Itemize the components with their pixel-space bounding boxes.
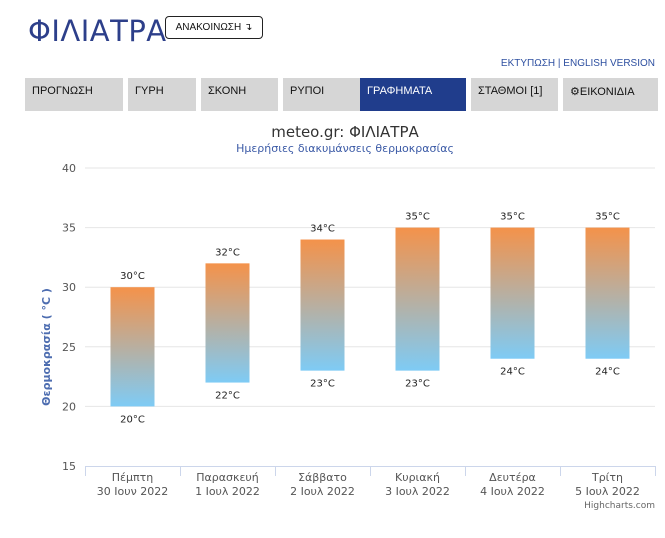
- english-version-link[interactable]: ENGLISH VERSION: [563, 58, 655, 69]
- high-temp-label: 30°C: [120, 271, 145, 282]
- x-tick-day-label: Παρασκευή: [196, 471, 259, 484]
- main-nav: ΠΡΟΓΝΩΣΗ ΓΥΡΗ ΣΚΟΝΗ ΡΥΠΟΙ ΓΡΑΦΗΜΑΤΑ ΣΤΑΘ…: [25, 78, 665, 111]
- x-tick-date-label: 2 Ιουλ 2022: [290, 485, 355, 498]
- y-tick-label: 20: [62, 400, 76, 413]
- low-temp-label: 24°C: [595, 367, 620, 378]
- low-temp-label: 23°C: [310, 379, 335, 390]
- tab-charts[interactable]: ΓΡΑΦΗΜΑΤΑ: [360, 78, 466, 111]
- highcharts-credits[interactable]: Highcharts.com: [584, 501, 655, 511]
- y-axis-title: Θερμοκρασία ( °C ): [40, 288, 53, 406]
- x-tick-day-label: Πέμπτη: [112, 471, 153, 484]
- y-axis-ticks: 15 20 25 30 35 40: [62, 162, 76, 473]
- city-title: ΦΙΛΙΑΤΡΑ: [28, 14, 167, 48]
- tab-stations[interactable]: ΣΤΑΘΜΟΙ [1]: [471, 78, 558, 111]
- y-tick-label: 35: [62, 222, 76, 235]
- x-tick-date-label: 3 Ιουλ 2022: [385, 485, 450, 498]
- tab-forecast[interactable]: ΠΡΟΓΝΩΣΗ: [25, 78, 123, 111]
- temperature-range-bar: [585, 227, 630, 359]
- low-temp-label: 22°C: [215, 391, 240, 402]
- high-temp-label: 35°C: [405, 212, 430, 223]
- link-separator: |: [555, 58, 564, 69]
- y-tick-label: 15: [62, 460, 76, 473]
- high-temp-label: 32°C: [215, 247, 240, 258]
- x-tick-day-label: Τρίτη: [591, 471, 623, 484]
- high-temp-label: 35°C: [500, 212, 525, 223]
- tab-widgets[interactable]: ⚙ΕΙΚΟΝΙΔΙΑ: [563, 78, 658, 111]
- chart-subtitle: Ημερήσιες διακυμάνσεις θερμοκρασίας: [236, 142, 454, 155]
- bar-series: 30°C 20°C 32°C 22°C 34°C 23°C 35°C 23°C 35°C 24°C…: [110, 212, 630, 425]
- x-tick-day-label: Σάββατο: [298, 471, 347, 484]
- y-tick-label: 40: [62, 162, 76, 175]
- y-tick-label: 30: [62, 281, 76, 294]
- announcement-button[interactable]: ΑΝΑΚΟΙΝΩΣΗ ↴: [165, 16, 263, 39]
- temperature-range-bar: [395, 227, 440, 371]
- temperature-range-bar: [110, 287, 155, 407]
- x-tick-date-label: 4 Ιουλ 2022: [480, 485, 545, 498]
- top-links: ΕΚΤΥΠΩΣΗ | ENGLISH VERSION: [501, 58, 655, 69]
- temperature-range-bar: [490, 227, 535, 359]
- tab-pollen[interactable]: ΓΥΡΗ: [128, 78, 196, 111]
- temperature-range-bar: [205, 263, 250, 383]
- grid-lines: [85, 167, 655, 407]
- x-tick-date-label: 1 Ιουλ 2022: [195, 485, 260, 498]
- print-link[interactable]: ΕΚΤΥΠΩΣΗ: [500, 58, 556, 69]
- temperature-chart: meteo.gr: ΦΙΛΙΑΤΡΑ Ημερήσιες διακυμάνσει…: [40, 123, 656, 511]
- chart-title: meteo.gr: ΦΙΛΙΑΤΡΑ: [271, 123, 419, 141]
- x-tick-date-label: 5 Ιουλ 2022: [575, 485, 640, 498]
- high-temp-label: 34°C: [310, 224, 335, 235]
- tab-dust[interactable]: ΣΚΟΝΗ: [201, 78, 278, 111]
- x-tick-day-label: Δευτέρα: [489, 471, 536, 484]
- x-tick-date-label: 30 Ιουν 2022: [97, 485, 168, 498]
- low-temp-label: 23°C: [405, 379, 430, 390]
- x-tick-day-label: Κυριακή: [395, 471, 440, 484]
- low-temp-label: 20°C: [120, 414, 145, 425]
- high-temp-label: 35°C: [595, 212, 620, 223]
- low-temp-label: 24°C: [500, 367, 525, 378]
- temperature-range-bar: [300, 239, 345, 371]
- y-tick-label: 25: [62, 341, 76, 354]
